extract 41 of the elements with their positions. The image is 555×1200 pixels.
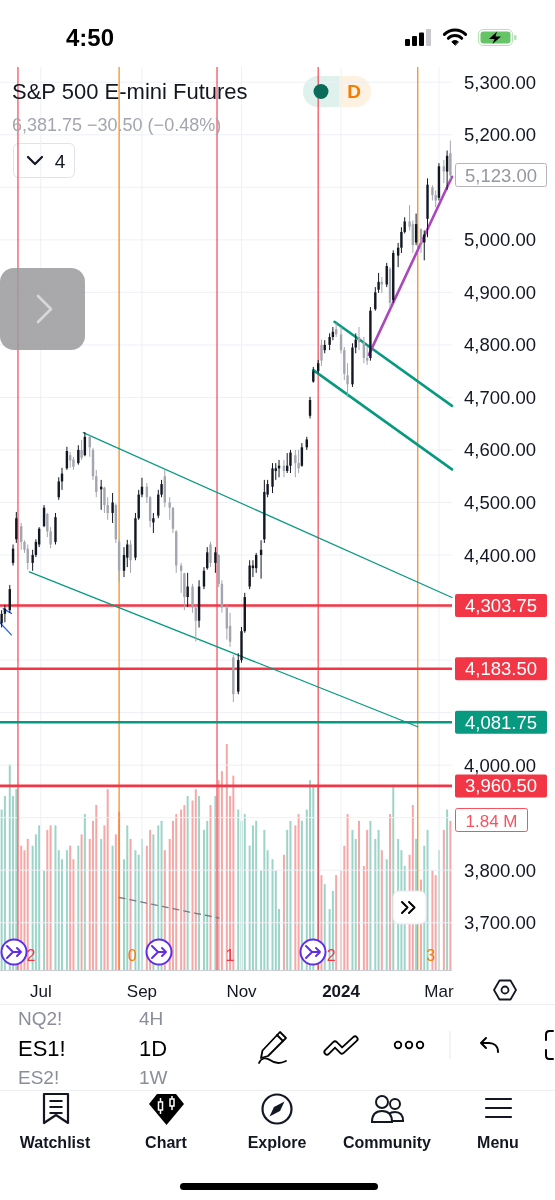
- x-tick-label: Jul: [29, 982, 52, 1001]
- text: 1.84 M: [465, 811, 518, 831]
- y-tick-label: 4,400.00: [463, 544, 537, 566]
- text: NQ2!: [18, 1008, 63, 1029]
- y-tick-label: 3,700.00: [463, 912, 537, 934]
- ref-line-label: 0: [127, 947, 137, 964]
- y-tick-label: 4,000.00: [463, 754, 537, 776]
- text: 4H: [139, 1008, 164, 1029]
- text: 5,123.00: [464, 164, 538, 186]
- y-tick-label: 4,800.00: [463, 334, 537, 356]
- text: Explore: [247, 1134, 307, 1151]
- text: ES2!: [18, 1067, 60, 1088]
- ref-line-label: 2: [26, 947, 36, 964]
- text: ES1!: [18, 1036, 66, 1061]
- y-tick-label: 4,900.00: [463, 281, 537, 303]
- x-tick-label: Sep: [126, 982, 158, 1001]
- x-tick-label: 2024: [322, 982, 361, 1001]
- text: Menu: [477, 1134, 519, 1151]
- y-tick-label: 3,800.00: [463, 859, 537, 881]
- y-tick-label: 4,600.00: [463, 439, 537, 461]
- y-tick-label: 4,500.00: [463, 491, 537, 513]
- text: 1D: [139, 1036, 168, 1061]
- text: Chart: [145, 1134, 188, 1151]
- ref-line-label: 2: [326, 947, 336, 964]
- x-tick-label: Nov: [226, 982, 258, 1001]
- y-tick-label: 5,200.00: [463, 124, 537, 146]
- x-tick-label: Mar: [424, 982, 454, 1001]
- y-tick-label: 4,700.00: [463, 386, 537, 408]
- annotation: D: [347, 81, 361, 102]
- ref-line-label: 4,183.50: [464, 658, 538, 680]
- annotation: 4: [54, 151, 66, 172]
- y-tick-label: 5,000.00: [463, 229, 537, 251]
- y-tick-label: 5,300.00: [463, 71, 537, 93]
- ref-line-label: 3,960.50: [464, 775, 538, 797]
- ref-line-label: 3: [426, 947, 436, 964]
- text: 1W: [139, 1067, 168, 1088]
- text: Watchlist: [19, 1134, 91, 1151]
- ref-line-label: 4,303.75: [464, 595, 538, 617]
- ref-line-label: 4,081.75: [464, 711, 538, 733]
- text: Community: [343, 1134, 432, 1151]
- text: 4:50: [65, 24, 115, 51]
